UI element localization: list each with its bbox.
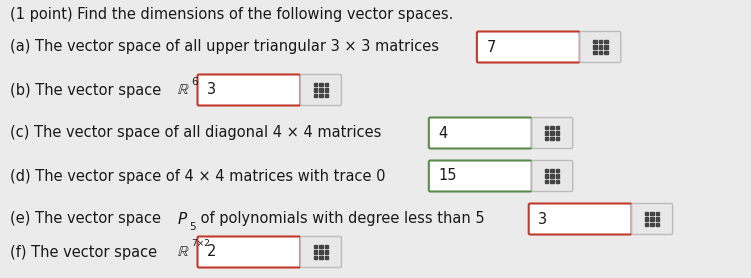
Bar — [599, 40, 602, 43]
Bar — [556, 169, 559, 172]
Text: (d) The vector space of 4 × 4 matrices with trace 0: (d) The vector space of 4 × 4 matrices w… — [10, 168, 385, 183]
Bar — [656, 223, 659, 226]
Bar — [656, 212, 659, 215]
FancyBboxPatch shape — [300, 75, 342, 105]
FancyBboxPatch shape — [529, 203, 632, 235]
Bar — [545, 131, 548, 135]
Bar — [314, 88, 317, 92]
Bar — [545, 169, 548, 172]
Bar — [604, 45, 608, 49]
Bar — [319, 94, 323, 97]
Bar — [556, 131, 559, 135]
Bar — [550, 126, 554, 129]
FancyBboxPatch shape — [532, 118, 573, 148]
FancyBboxPatch shape — [632, 203, 673, 235]
Bar — [324, 250, 328, 254]
Text: 2: 2 — [207, 244, 216, 259]
Bar — [599, 45, 602, 49]
FancyBboxPatch shape — [477, 31, 580, 63]
Text: (b) The vector space: (b) The vector space — [10, 83, 166, 98]
Bar — [656, 217, 659, 221]
Bar — [314, 256, 317, 259]
Bar — [319, 250, 323, 254]
Text: (f) The vector space: (f) The vector space — [10, 244, 161, 259]
Bar — [319, 256, 323, 259]
Bar — [319, 83, 323, 86]
Text: 7×2: 7×2 — [191, 240, 210, 249]
Bar — [314, 94, 317, 97]
Bar — [314, 245, 317, 248]
Bar — [324, 88, 328, 92]
Bar — [550, 180, 554, 183]
Text: (e) The vector space: (e) The vector space — [10, 212, 166, 227]
Bar — [604, 40, 608, 43]
Bar — [593, 51, 596, 54]
FancyBboxPatch shape — [198, 237, 300, 267]
Bar — [556, 126, 559, 129]
Bar — [545, 126, 548, 129]
Bar — [556, 137, 559, 140]
FancyBboxPatch shape — [429, 160, 532, 192]
Bar — [556, 180, 559, 183]
Bar — [319, 245, 323, 248]
Bar — [545, 180, 548, 183]
Text: 3: 3 — [207, 83, 216, 98]
FancyBboxPatch shape — [580, 31, 621, 63]
Bar — [314, 250, 317, 254]
Bar — [556, 174, 559, 178]
Bar — [599, 51, 602, 54]
Text: $\mathbb{R}$: $\mathbb{R}$ — [177, 83, 189, 98]
Bar — [324, 94, 328, 97]
FancyBboxPatch shape — [198, 75, 300, 105]
Bar — [645, 212, 648, 215]
Text: (a) The vector space of all upper triangular 3 × 3 matrices: (a) The vector space of all upper triang… — [10, 39, 439, 54]
Bar — [593, 45, 596, 49]
Bar — [650, 223, 654, 226]
Bar — [324, 245, 328, 248]
Text: 15: 15 — [439, 168, 457, 183]
Text: (1 point) Find the dimensions of the following vector spaces.: (1 point) Find the dimensions of the fol… — [10, 6, 454, 21]
Text: of polynomials with degree less than 5: of polynomials with degree less than 5 — [196, 212, 484, 227]
FancyBboxPatch shape — [429, 118, 532, 148]
Bar — [550, 131, 554, 135]
Text: 4: 4 — [439, 125, 448, 140]
Text: (c) The vector space of all diagonal 4 × 4 matrices: (c) The vector space of all diagonal 4 ×… — [10, 125, 382, 140]
Text: $P$: $P$ — [177, 211, 189, 227]
Text: 6: 6 — [191, 77, 198, 87]
Bar — [324, 83, 328, 86]
Bar — [550, 137, 554, 140]
Bar — [545, 137, 548, 140]
Bar — [550, 169, 554, 172]
Bar — [604, 51, 608, 54]
FancyBboxPatch shape — [300, 237, 342, 267]
Bar — [324, 256, 328, 259]
Bar — [545, 174, 548, 178]
Bar — [550, 174, 554, 178]
Bar — [314, 83, 317, 86]
Text: 7: 7 — [487, 39, 496, 54]
Bar — [650, 217, 654, 221]
Bar — [645, 217, 648, 221]
FancyBboxPatch shape — [532, 160, 573, 192]
Text: 5: 5 — [189, 222, 195, 232]
Text: $\mathbb{R}$: $\mathbb{R}$ — [177, 244, 189, 259]
Text: 3: 3 — [538, 212, 547, 227]
Bar — [650, 212, 654, 215]
Bar — [593, 40, 596, 43]
Bar — [645, 223, 648, 226]
Bar — [319, 88, 323, 92]
